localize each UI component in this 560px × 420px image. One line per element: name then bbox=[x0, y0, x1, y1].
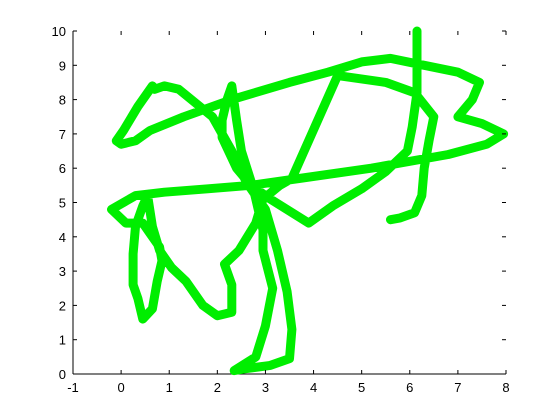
series-line-1 bbox=[107, 26, 509, 376]
y-tick-label: 3 bbox=[59, 264, 66, 279]
y-tick-label: 7 bbox=[59, 127, 66, 142]
y-tick-label: 5 bbox=[59, 196, 66, 211]
y-tick-label: 2 bbox=[59, 298, 66, 313]
data-layer bbox=[107, 26, 509, 376]
x-tick-label: 8 bbox=[502, 380, 509, 395]
y-tick-label: 10 bbox=[52, 24, 66, 39]
y-tick-label: 9 bbox=[59, 58, 66, 73]
x-tick-label: 6 bbox=[406, 380, 413, 395]
y-tick-label: 1 bbox=[59, 333, 66, 348]
y-tick-label: 4 bbox=[59, 230, 66, 245]
y-tick-label: 6 bbox=[59, 161, 66, 176]
x-tick-label: -1 bbox=[67, 380, 79, 395]
x-tick-label: 3 bbox=[262, 380, 269, 395]
x-tick-label: 7 bbox=[454, 380, 461, 395]
x-tick-label: 2 bbox=[214, 380, 221, 395]
y-tick-label: 0 bbox=[59, 367, 66, 382]
x-tick-label: 0 bbox=[117, 380, 124, 395]
y-tick-label: 8 bbox=[59, 93, 66, 108]
x-tick-label: 4 bbox=[310, 380, 317, 395]
x-tick-label: 1 bbox=[166, 380, 173, 395]
x-tick-label: 5 bbox=[358, 380, 365, 395]
